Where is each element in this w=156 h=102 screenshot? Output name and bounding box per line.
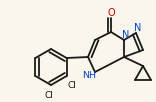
Text: Cl: Cl	[67, 80, 76, 89]
Text: O: O	[107, 8, 115, 18]
Text: N: N	[122, 30, 130, 40]
Text: N: N	[134, 23, 142, 33]
Text: Cl: Cl	[45, 90, 54, 99]
Text: NH: NH	[82, 72, 96, 80]
